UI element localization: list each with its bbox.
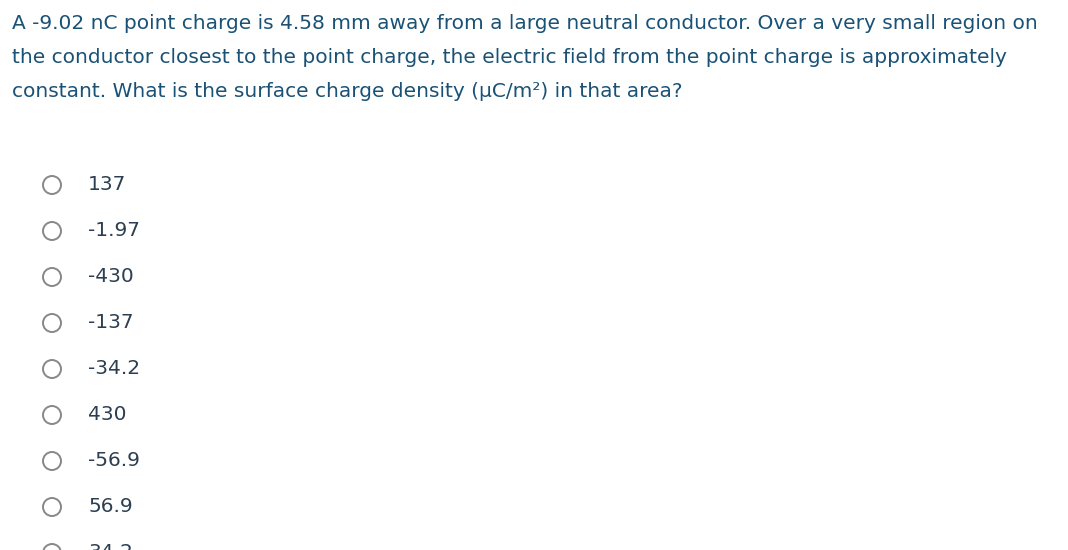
Text: -56.9: -56.9 (88, 452, 140, 470)
Text: -430: -430 (88, 267, 134, 287)
Text: the conductor closest to the point charge, the electric field from the point cha: the conductor closest to the point charg… (12, 48, 1007, 67)
Text: 137: 137 (88, 175, 126, 195)
Text: -137: -137 (88, 314, 134, 333)
Text: constant. What is the surface charge density (μC/m²) in that area?: constant. What is the surface charge den… (12, 82, 682, 101)
Text: 34.2: 34.2 (88, 543, 132, 550)
Text: -34.2: -34.2 (88, 360, 140, 378)
Text: 430: 430 (88, 405, 126, 425)
Text: -1.97: -1.97 (88, 222, 140, 240)
Text: 56.9: 56.9 (88, 498, 132, 516)
Text: A -9.02 nC point charge is 4.58 mm away from a large neutral conductor. Over a v: A -9.02 nC point charge is 4.58 mm away … (12, 14, 1038, 33)
